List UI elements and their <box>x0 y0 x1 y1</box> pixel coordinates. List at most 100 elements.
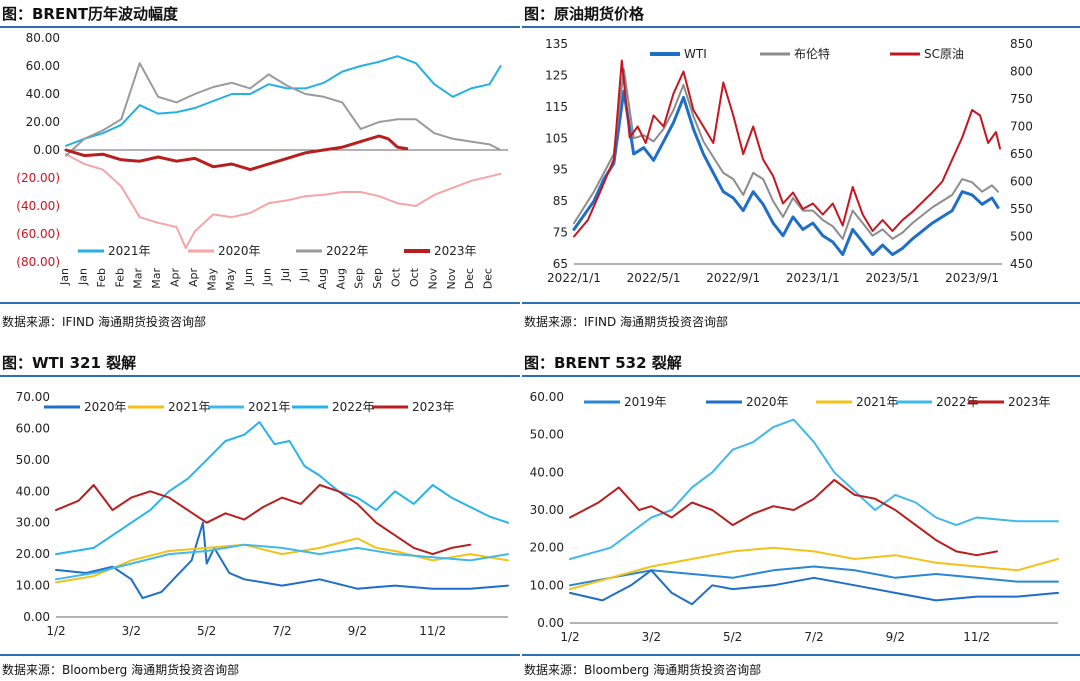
y-tick-label: 85 <box>553 194 568 208</box>
legend-label: 2020年 <box>218 244 261 258</box>
x-tick-label: Sep <box>353 268 366 289</box>
legend-label: 2021年 <box>248 400 291 414</box>
legend-label: 2023年 <box>412 400 455 414</box>
series-line <box>65 62 502 157</box>
y2-tick-label: 800 <box>1010 65 1033 79</box>
source-rule <box>0 654 520 656</box>
y-tick-label: 10.00 <box>530 578 564 592</box>
title-rule <box>522 26 1080 28</box>
y2-tick-label: 450 <box>1010 257 1033 271</box>
source-note: 数据来源：Bloomberg 海通期货投资咨询部 <box>2 663 240 677</box>
legend-label: 2022年 <box>332 400 375 414</box>
series-line <box>573 68 999 240</box>
x-tick-label: Jan <box>76 268 89 286</box>
x-tick-label: 5/2 <box>197 624 216 638</box>
x-tick-label: Mar <box>150 268 163 289</box>
x-tick-label: 9/2 <box>886 630 905 644</box>
panel-wti-321: 图：WTI 321 裂解 70.00 60.00 50.00 40.00 30.00 20… <box>0 345 520 681</box>
x-tick-label: 1/2 <box>560 630 579 644</box>
x-tick-label: Feb <box>113 268 126 287</box>
y-tick-label: 60.00 <box>26 59 60 73</box>
x-tick-label: Jun <box>242 268 255 286</box>
x-tick-label: May <box>205 268 218 291</box>
y-tick-label: 0.00 <box>537 616 564 630</box>
x-tick-label: 11/2 <box>963 630 990 644</box>
x-tick-label: Oct <box>390 267 403 287</box>
y-tick-label: (20.00) <box>16 171 60 185</box>
x-tick-label: Dec <box>463 268 476 289</box>
series-line <box>569 418 1059 560</box>
legend-label: 布伦特 <box>794 46 830 61</box>
title-rule <box>0 375 520 377</box>
y-tick-label: 105 <box>545 131 568 145</box>
y-tick-label: 30.00 <box>530 503 564 517</box>
y-tick-label: 65 <box>553 257 568 271</box>
legend-label: WTI <box>684 47 707 61</box>
y2-tick-label: 850 <box>1010 37 1033 51</box>
y-tick-label: 50.00 <box>16 453 50 467</box>
y-tick-label: (80.00) <box>16 255 60 269</box>
chart-title: 图：原油期货价格 <box>524 5 645 23</box>
x-tick-label: 2022/1/1 <box>547 271 601 285</box>
series-line <box>569 546 1059 591</box>
series-line <box>572 89 1000 257</box>
panel-brent-volatility: 图：BRENT历年波动幅度 80.00 60.00 40.00 20.00 0.00 (2… <box>0 0 520 340</box>
legend-label: 2021年 <box>168 400 211 414</box>
x-tick-label: Apr <box>187 268 200 288</box>
source-note: 数据来源：Bloomberg 海通期货投资咨询部 <box>524 663 762 677</box>
series-line <box>55 521 509 600</box>
x-tick-label: Jan <box>58 268 71 286</box>
y2-tick-label: 600 <box>1010 175 1033 189</box>
y-tick-label: 40.00 <box>530 465 564 479</box>
x-tick-label: Jul <box>297 268 310 282</box>
chart-crude: 135 125 115 105 95 85 75 65 850 800 750 700 650 600 55… <box>545 37 1033 285</box>
x-tick-label: Jul <box>279 268 292 282</box>
legend-label: 2020年 <box>84 400 127 414</box>
x-tick-label: 2023/1/1 <box>786 271 840 285</box>
x-tick-label: 1/2 <box>46 624 65 638</box>
chart-wti321: 70.0060.0050.0040.0030.0020.0010.000.001… <box>16 390 509 638</box>
panel-crude-price: 图：原油期货价格 135 125 115 105 95 85 75 65 850 800 750 70… <box>522 0 1080 340</box>
series-line <box>65 55 502 147</box>
legend-label: 2020年 <box>746 395 789 409</box>
legend-label: 2022年 <box>326 244 369 258</box>
x-tick-label: Dec <box>482 268 495 289</box>
legend-label: 2023年 <box>1008 395 1051 409</box>
source-rule <box>522 302 1080 304</box>
y-tick-label: 60.00 <box>16 421 50 435</box>
panel-brent-532: 图：BRENT 532 裂解 60.00 50.00 40.00 30.00 20.00… <box>522 345 1080 681</box>
title-rule <box>0 26 520 28</box>
y2-tick-label: 700 <box>1010 120 1033 134</box>
x-tick-label: Nov <box>445 268 458 290</box>
x-tick-label: 11/2 <box>419 624 446 638</box>
source-rule <box>522 654 1080 656</box>
x-tick-label: 3/2 <box>122 624 141 638</box>
x-tick-label: Aug <box>316 268 329 289</box>
x-tick-label: Jun <box>261 268 274 286</box>
y-tick-label: 20.00 <box>26 115 60 129</box>
y-tick-label: 50.00 <box>530 428 564 442</box>
x-tick-label: Nov <box>426 268 439 290</box>
y-tick-label: 20.00 <box>530 541 564 555</box>
y2-tick-label: 650 <box>1010 147 1033 161</box>
y-tick-label: 0.00 <box>23 610 50 624</box>
chart-title: 图：BRENT 532 裂解 <box>524 354 682 372</box>
series-line <box>573 59 1001 238</box>
y-tick-label: 80.00 <box>26 31 60 45</box>
x-tick-label: Aug <box>334 268 347 289</box>
chart-brent: 80.00 60.00 40.00 20.00 0.00 (20.00) (40.00) (6… <box>16 31 508 291</box>
y-tick-label: 60.00 <box>530 390 564 404</box>
x-tick-label: Oct <box>408 267 421 287</box>
x-tick-label: 2022/9/1 <box>706 271 760 285</box>
legend-label: 2021年 <box>856 395 899 409</box>
y-tick-label: 75 <box>553 226 568 240</box>
x-tick-label: Sep <box>371 268 384 289</box>
legend-label: 2021年 <box>108 244 151 258</box>
y-tick-label: 40.00 <box>26 87 60 101</box>
series-line <box>55 484 472 556</box>
y-tick-label: 0.00 <box>33 143 60 157</box>
chart-title: 图：WTI 321 裂解 <box>2 354 137 372</box>
series-line <box>55 421 509 556</box>
legend-label: SC原油 <box>924 47 964 61</box>
series-line <box>55 537 509 584</box>
